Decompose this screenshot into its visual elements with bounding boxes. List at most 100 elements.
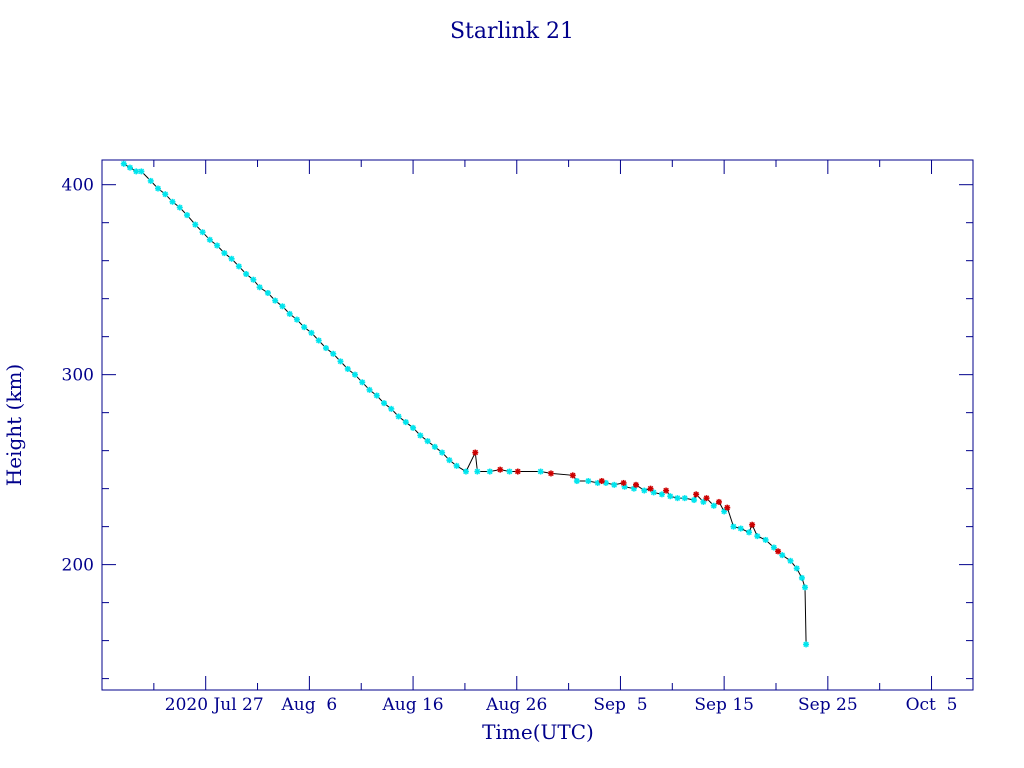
x-tick-label: Aug 26 (485, 695, 547, 715)
x-axis: 2020 Jul 27 Aug 6 Aug 16 Aug 26 Sep 5 Sep 15 S… (153, 160, 958, 715)
cyan-marker (184, 212, 191, 219)
cyan-marker (746, 529, 753, 536)
height-trace (123, 163, 807, 645)
cyan-marker (138, 168, 145, 175)
red-marker (647, 485, 654, 492)
cyan-marker (388, 405, 395, 412)
x-tick-label: 2020 Jul 27 (165, 695, 264, 715)
x-axis-label: Time(UTC) (482, 720, 594, 744)
cyan-marker (381, 400, 388, 407)
cyan-marker (272, 297, 279, 304)
cyan-marker (537, 468, 544, 475)
red-marker (633, 481, 640, 488)
x-tick-label: Aug 16 (381, 695, 443, 715)
cyan-marker (162, 191, 169, 198)
cyan-marker (176, 204, 183, 211)
cyan-marker (658, 491, 665, 498)
cyan-marker (453, 462, 460, 469)
plot-frame (101, 159, 974, 691)
red-marker (569, 472, 576, 479)
cyan-marker (641, 487, 648, 494)
cyan-marker (410, 424, 417, 431)
red-marker (620, 479, 627, 486)
cyan-marker (754, 533, 761, 540)
red-marker (693, 491, 700, 498)
cyan-marker (293, 316, 300, 323)
y-tick-label: 200 (62, 556, 94, 576)
cyan-marker (674, 495, 681, 502)
y-tick-label: 400 (62, 176, 94, 196)
cyan-marker (120, 160, 127, 167)
cyan-marker (315, 337, 322, 344)
cyan-marker (192, 221, 199, 228)
cyan-marker (730, 523, 737, 530)
data-points (120, 160, 810, 648)
cyan-marker (286, 310, 293, 317)
y-tick-label: 300 (62, 366, 94, 386)
chart-title: Starlink 21 (450, 19, 574, 44)
red-marker (598, 478, 605, 485)
cyan-marker (611, 481, 618, 488)
cyan-marker (431, 443, 438, 450)
cyan-marker (126, 164, 133, 171)
cyan-marker (506, 468, 513, 475)
x-tick-label: Aug 6 (281, 695, 338, 715)
cyan-marker (681, 495, 688, 502)
cyan-marker (691, 497, 698, 504)
cyan-marker (424, 438, 431, 445)
x-tick-label: Oct 5 (906, 695, 958, 715)
red-marker (775, 548, 782, 555)
cyan-marker (301, 324, 308, 331)
cyan-marker (337, 358, 344, 365)
cyan-marker (330, 350, 337, 357)
trace-line (123, 163, 807, 645)
cyan-marker (802, 584, 809, 591)
red-marker (514, 468, 521, 475)
x-tick-label: Sep 15 (694, 695, 754, 715)
cyan-marker (308, 329, 315, 336)
cyan-marker (154, 185, 161, 192)
red-marker (749, 521, 756, 528)
cyan-marker (737, 525, 744, 532)
cyan-marker (221, 250, 228, 257)
red-marker (547, 470, 554, 477)
x-tick-label: Sep 5 (593, 695, 647, 715)
cyan-marker (770, 544, 777, 551)
y-axis-label: Height (km) (2, 364, 26, 486)
cyan-marker (279, 303, 286, 310)
cyan-marker (214, 242, 221, 249)
cyan-marker (228, 255, 235, 262)
cyan-marker (585, 478, 592, 485)
cyan-marker (235, 263, 242, 270)
cyan-marker (366, 386, 373, 393)
cyan-marker (322, 345, 329, 352)
cyan-marker (793, 565, 800, 572)
cyan-marker (462, 468, 469, 475)
cyan-marker (762, 536, 769, 543)
cyan-marker (250, 276, 257, 283)
cyan-marker (474, 468, 481, 475)
cyan-marker (573, 478, 580, 485)
cyan-marker (803, 641, 810, 648)
cyan-marker (373, 392, 380, 399)
cyan-marker (439, 449, 446, 456)
cyan-marker (359, 379, 366, 386)
cyan-marker (402, 419, 409, 426)
cyan-marker (798, 574, 805, 581)
cyan-marker (133, 168, 140, 175)
cyan-marker (667, 493, 674, 500)
red-marker (497, 466, 504, 473)
red-marker (703, 495, 710, 502)
cyan-marker (147, 177, 154, 184)
cyan-marker (264, 289, 271, 296)
cyan-marker (446, 457, 453, 464)
cyan-marker (169, 198, 176, 205)
cyan-marker (344, 365, 351, 372)
red-marker (715, 498, 722, 505)
cyan-marker (199, 229, 206, 236)
cyan-marker (243, 270, 250, 277)
cyan-marker (395, 413, 402, 420)
cyan-marker (710, 502, 717, 509)
red-marker (663, 487, 670, 494)
